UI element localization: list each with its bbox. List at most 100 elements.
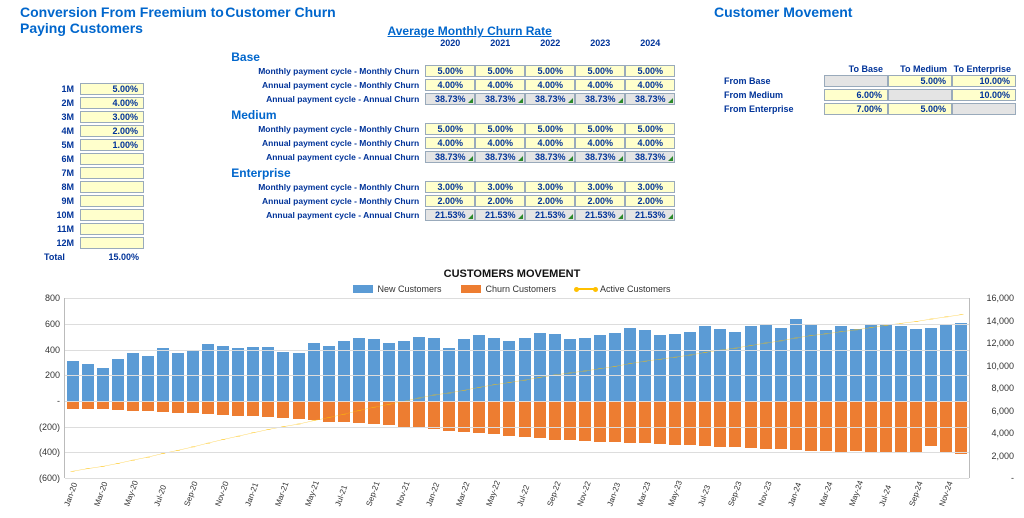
churn-cell[interactable]: 4.00% <box>575 79 625 91</box>
y-left-tick: 400 <box>45 345 60 355</box>
conv-value[interactable]: 2.00% <box>80 125 144 137</box>
churn-cell: 21.53% <box>575 209 625 221</box>
y-right-tick: 16,000 <box>986 293 1014 303</box>
x-tick: Nov-21 <box>394 480 411 507</box>
legend-churn: Churn Customers <box>485 284 556 294</box>
conv-value[interactable]: 3.00% <box>80 111 144 123</box>
conv-value[interactable]: 5.00% <box>80 83 144 95</box>
x-tick: Nov-20 <box>213 480 230 507</box>
conv-month: 7M <box>20 168 80 178</box>
churn-cell[interactable]: 4.00% <box>425 137 475 149</box>
movement-cols: To BaseTo MediumTo Enterprise <box>824 64 1016 74</box>
churn-cell[interactable]: 4.00% <box>475 137 525 149</box>
churn-cell[interactable]: 4.00% <box>625 137 675 149</box>
churn-year: 2021 <box>475 38 525 48</box>
y-left-tick: (400) <box>39 447 60 457</box>
churn-cell: 38.73% <box>575 93 625 105</box>
churn-cell[interactable]: 5.00% <box>525 65 575 77</box>
conversion-table: 1M5.00%2M4.00%3M3.00%4M2.00%5M1.00%6M.7M… <box>20 82 225 264</box>
conv-month: 5M <box>20 140 80 150</box>
churn-cell[interactable]: 5.00% <box>625 123 675 135</box>
churn-cell[interactable]: 3.00% <box>625 181 675 193</box>
movement-cell: . <box>888 89 952 101</box>
churn-year: 2023 <box>575 38 625 48</box>
conv-value[interactable]: . <box>80 223 144 235</box>
legend-new: New Customers <box>377 284 441 294</box>
conv-value[interactable]: . <box>80 209 144 221</box>
churn-cell[interactable]: 4.00% <box>625 79 675 91</box>
churn-cell[interactable]: 2.00% <box>475 195 525 207</box>
churn-cell[interactable]: 2.00% <box>425 195 475 207</box>
y-right-tick: 2,000 <box>991 451 1014 461</box>
movement-cell[interactable]: 10.00% <box>952 75 1016 87</box>
x-tick: Mar-23 <box>636 481 653 508</box>
tier-enterprise: Enterprise <box>225 166 714 180</box>
x-tick: May-20 <box>122 479 140 507</box>
churn-cell: 21.53% <box>425 209 475 221</box>
movement-col: To Medium <box>888 64 952 74</box>
churn-cell: 38.73% <box>475 151 525 163</box>
x-tick: Jan-22 <box>424 482 441 508</box>
churn-cell[interactable]: 4.00% <box>525 79 575 91</box>
movement-cell[interactable]: 7.00% <box>824 103 888 115</box>
churn-cell[interactable]: 5.00% <box>475 65 525 77</box>
movement-cell[interactable]: 5.00% <box>888 75 952 87</box>
churn-cell[interactable]: 2.00% <box>625 195 675 207</box>
churn-cell[interactable]: 4.00% <box>575 137 625 149</box>
x-tick: Nov-23 <box>757 480 774 507</box>
churn-row-label: Annual payment cycle - Annual Churn <box>225 152 425 162</box>
churn-year: 2024 <box>625 38 675 48</box>
churn-cell: 21.53% <box>525 209 575 221</box>
conv-value[interactable]: . <box>80 167 144 179</box>
conv-month: 9M <box>20 196 80 206</box>
y-right-tick: 4,000 <box>991 428 1014 438</box>
y-right-tick: 6,000 <box>991 406 1014 416</box>
movement-cell[interactable]: 6.00% <box>824 89 888 101</box>
churn-cell[interactable]: 5.00% <box>425 123 475 135</box>
conv-value[interactable]: 4.00% <box>80 97 144 109</box>
churn-cell[interactable]: 5.00% <box>575 123 625 135</box>
movement-cell[interactable]: 10.00% <box>952 89 1016 101</box>
churn-row-label: Annual payment cycle - Monthly Churn <box>225 80 425 90</box>
conv-month: 12M <box>20 238 80 248</box>
y-left-tick: - <box>57 396 60 406</box>
churn-rate-header: Average Monthly Churn Rate <box>225 24 714 38</box>
churn-cell[interactable]: 2.00% <box>575 195 625 207</box>
churn-cell[interactable]: 5.00% <box>625 65 675 77</box>
churn-cell: 38.73% <box>425 151 475 163</box>
conv-month: 1M <box>20 84 80 94</box>
churn-cell: 38.73% <box>625 151 675 163</box>
churn-row-label: Annual payment cycle - Monthly Churn <box>225 196 425 206</box>
churn-cell[interactable]: 3.00% <box>525 181 575 193</box>
churn-cell[interactable]: 5.00% <box>525 123 575 135</box>
churn-cell[interactable]: 5.00% <box>475 123 525 135</box>
y-left-tick: 200 <box>45 370 60 380</box>
conv-value[interactable]: . <box>80 195 144 207</box>
conv-month: 3M <box>20 112 80 122</box>
conv-value[interactable]: . <box>80 181 144 193</box>
movement-cell: . <box>824 75 888 87</box>
churn-cell[interactable]: 4.00% <box>525 137 575 149</box>
churn-cell[interactable]: 3.00% <box>475 181 525 193</box>
churn-cell[interactable]: 4.00% <box>475 79 525 91</box>
churn-cell[interactable]: 5.00% <box>575 65 625 77</box>
conv-total-value: 15.00% <box>80 252 144 262</box>
movement-cell[interactable]: 5.00% <box>888 103 952 115</box>
tier-medium: Medium <box>225 108 714 122</box>
x-tick: Jan-23 <box>606 482 623 508</box>
y-right-tick: - <box>1011 473 1014 483</box>
conv-value[interactable]: . <box>80 237 144 249</box>
movement-title: Customer Movement <box>714 4 1016 20</box>
conv-value[interactable]: . <box>80 153 144 165</box>
churn-cell[interactable]: 4.00% <box>425 79 475 91</box>
churn-cell[interactable]: 2.00% <box>525 195 575 207</box>
conv-month: 6M <box>20 154 80 164</box>
x-tick: Mar-22 <box>455 481 472 508</box>
churn-cell[interactable]: 5.00% <box>425 65 475 77</box>
churn-cell[interactable]: 3.00% <box>575 181 625 193</box>
churn-year: 2020 <box>425 38 475 48</box>
x-tick: Sep-20 <box>183 480 200 507</box>
churn-cell[interactable]: 3.00% <box>425 181 475 193</box>
x-tick: Jul-22 <box>515 484 531 508</box>
conv-value[interactable]: 1.00% <box>80 139 144 151</box>
